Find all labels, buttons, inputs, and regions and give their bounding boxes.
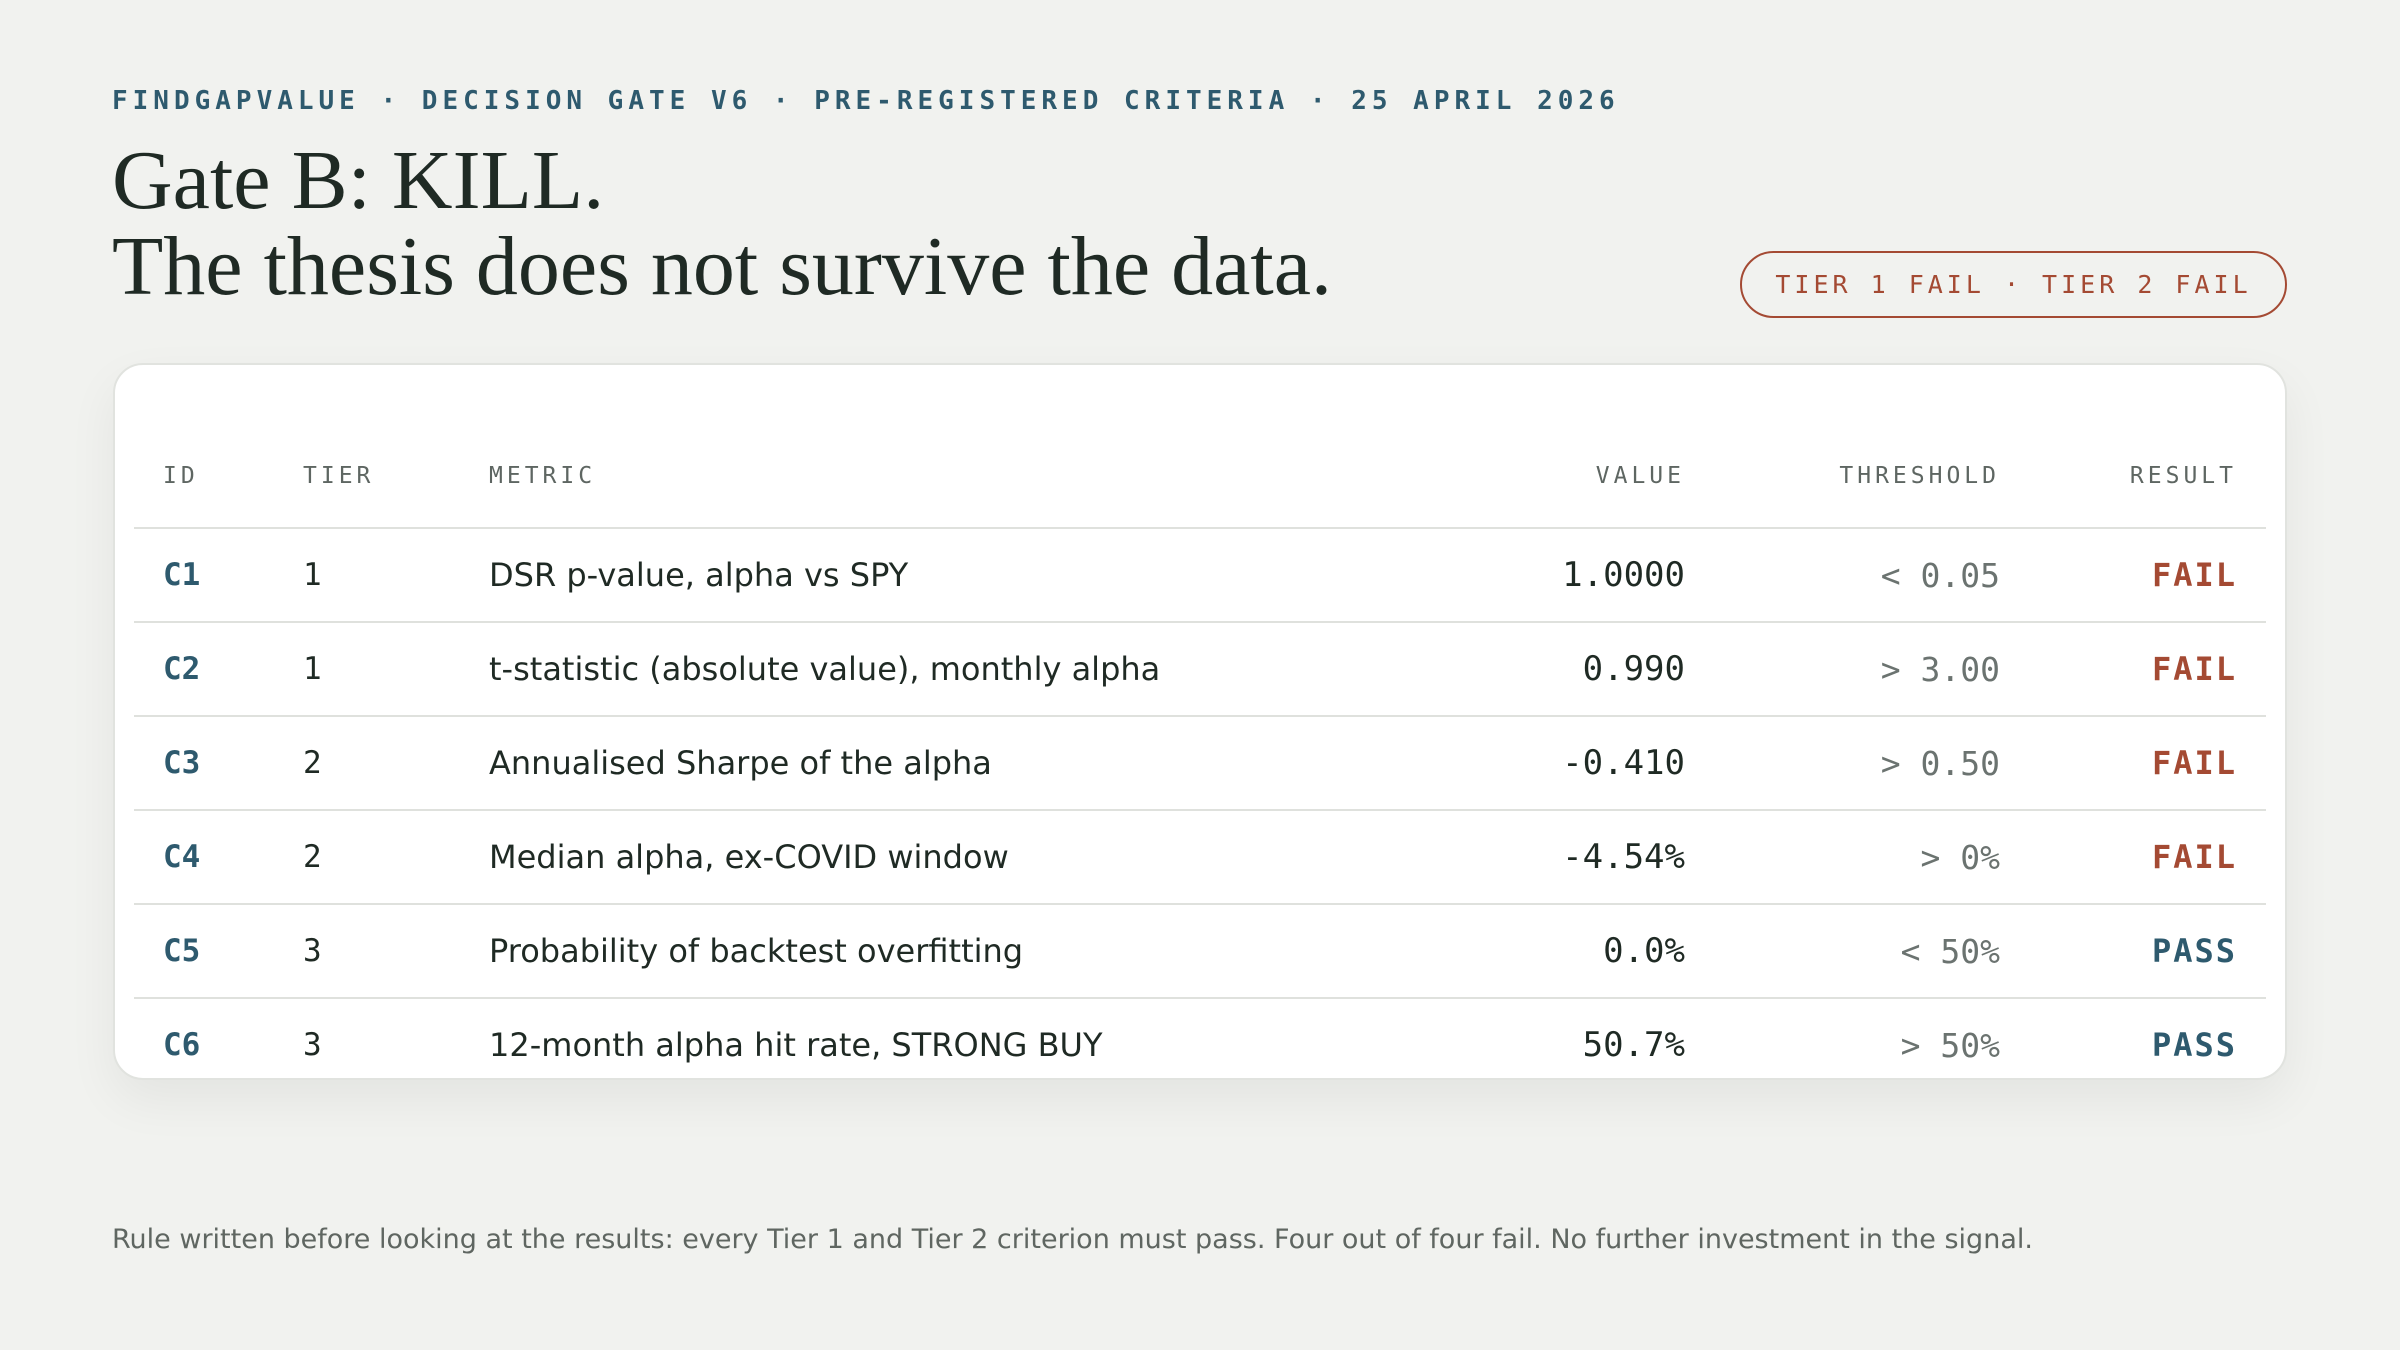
table-cell: FAIL: [2000, 528, 2266, 623]
criteria-card: ID TIER METRIC VALUE THRESHOLD RESULT C1 1 DSR …: [113, 363, 2287, 1080]
title-line: The thesis does not survive the data.: [112, 220, 1333, 313]
table-cell: 1.0000: [1434, 528, 1685, 623]
header-row: ID TIER METRIC VALUE THRESHOLD RESULT: [134, 403, 2266, 529]
table-row: C2 1 t-statistic (absolute value), monthly…: [134, 622, 2266, 717]
table-cell: 50.7%: [1582, 1025, 1685, 1065]
eyebrow: FINDGAPVALUE · DECISION GATE V6 · PRE-RE…: [112, 86, 1620, 116]
table-cell: FAIL: [2000, 810, 2266, 905]
table-cell: > 3.00: [1685, 622, 2000, 717]
table-cell: 3: [303, 1027, 322, 1063]
table-cell: 0.0%: [1434, 904, 1685, 999]
table-body: C1 1 DSR p-value, alpha vs SPY 1.0000 < 0.05…: [134, 528, 2266, 1091]
table-row: C3 2 Annualised Sharpe of the alpha -0.410 >…: [134, 716, 2266, 811]
table-cell: Median alpha, ex-COVID window: [489, 810, 1434, 905]
table-cell: t-statistic (absolute value), monthly al…: [489, 622, 1434, 717]
table-cell: FAIL: [2000, 622, 2266, 717]
table-cell: < 0.05: [1685, 528, 2000, 623]
title: Gate B: KILL. The thesis does not surviv…: [112, 138, 1332, 310]
title-line: Gate B: KILL.: [112, 134, 605, 227]
table-cell: Probability of backtest overfitting: [489, 904, 1434, 999]
table-row: C5 3 Probability of backtest overfitting 0.…: [134, 904, 2266, 999]
table-cell: 2: [303, 810, 489, 905]
table-cell: 3: [303, 904, 489, 999]
column-header: TIER: [303, 403, 489, 529]
table-cell: 12-month alpha hit rate, STRONG BUY: [489, 1026, 1103, 1064]
table-cell: 0.990: [1434, 622, 1685, 717]
table-row: C4 2 Median alpha, ex-COVID window -4.54% > …: [134, 810, 2266, 905]
table-cell: FAIL: [2000, 716, 2266, 811]
table-cell: Annualised Sharpe of the alpha: [489, 716, 1434, 811]
column-header: ID: [134, 403, 303, 529]
table-cell: PASS: [2151, 1026, 2237, 1064]
table-cell: C6: [163, 1027, 201, 1063]
table-cell: -4.54%: [1434, 810, 1685, 905]
footnote: Rule written before looking at the resul…: [112, 1224, 2033, 1255]
table-cell: C4: [134, 810, 303, 905]
table-cell: C2: [134, 622, 303, 717]
criteria-table: ID TIER METRIC VALUE THRESHOLD RESULT C1 1 DSR …: [134, 403, 2266, 1091]
column-header: RESULT: [2000, 403, 2266, 529]
table-cell: 2: [303, 716, 489, 811]
column-header: VALUE: [1434, 403, 1685, 529]
table-cell: -0.410: [1434, 716, 1685, 811]
status-badge: TIER 1 FAIL · TIER 2 FAIL: [1740, 251, 2287, 318]
table-cell: C1: [134, 528, 303, 623]
table-cell: PASS: [2000, 904, 2266, 999]
table-cell: > 0%: [1685, 810, 2000, 905]
table-cell: C5: [134, 904, 303, 999]
table-cell: > 50%: [1900, 1025, 2000, 1065]
table-row: C1 1 DSR p-value, alpha vs SPY 1.0000 < 0.05…: [134, 528, 2266, 623]
table-cell: C3: [134, 716, 303, 811]
column-header: THRESHOLD: [1685, 403, 2000, 529]
table-cell: < 50%: [1685, 904, 2000, 999]
table-cell: DSR p-value, alpha vs SPY: [489, 528, 1434, 623]
table-row: C6 3 12-month alpha hit rate, STRONG BUY 50…: [134, 998, 2266, 1091]
table-cell: 1: [303, 528, 489, 623]
table-cell: 1: [303, 622, 489, 717]
column-header: METRIC: [489, 403, 1434, 529]
table-cell: > 0.50: [1685, 716, 2000, 811]
